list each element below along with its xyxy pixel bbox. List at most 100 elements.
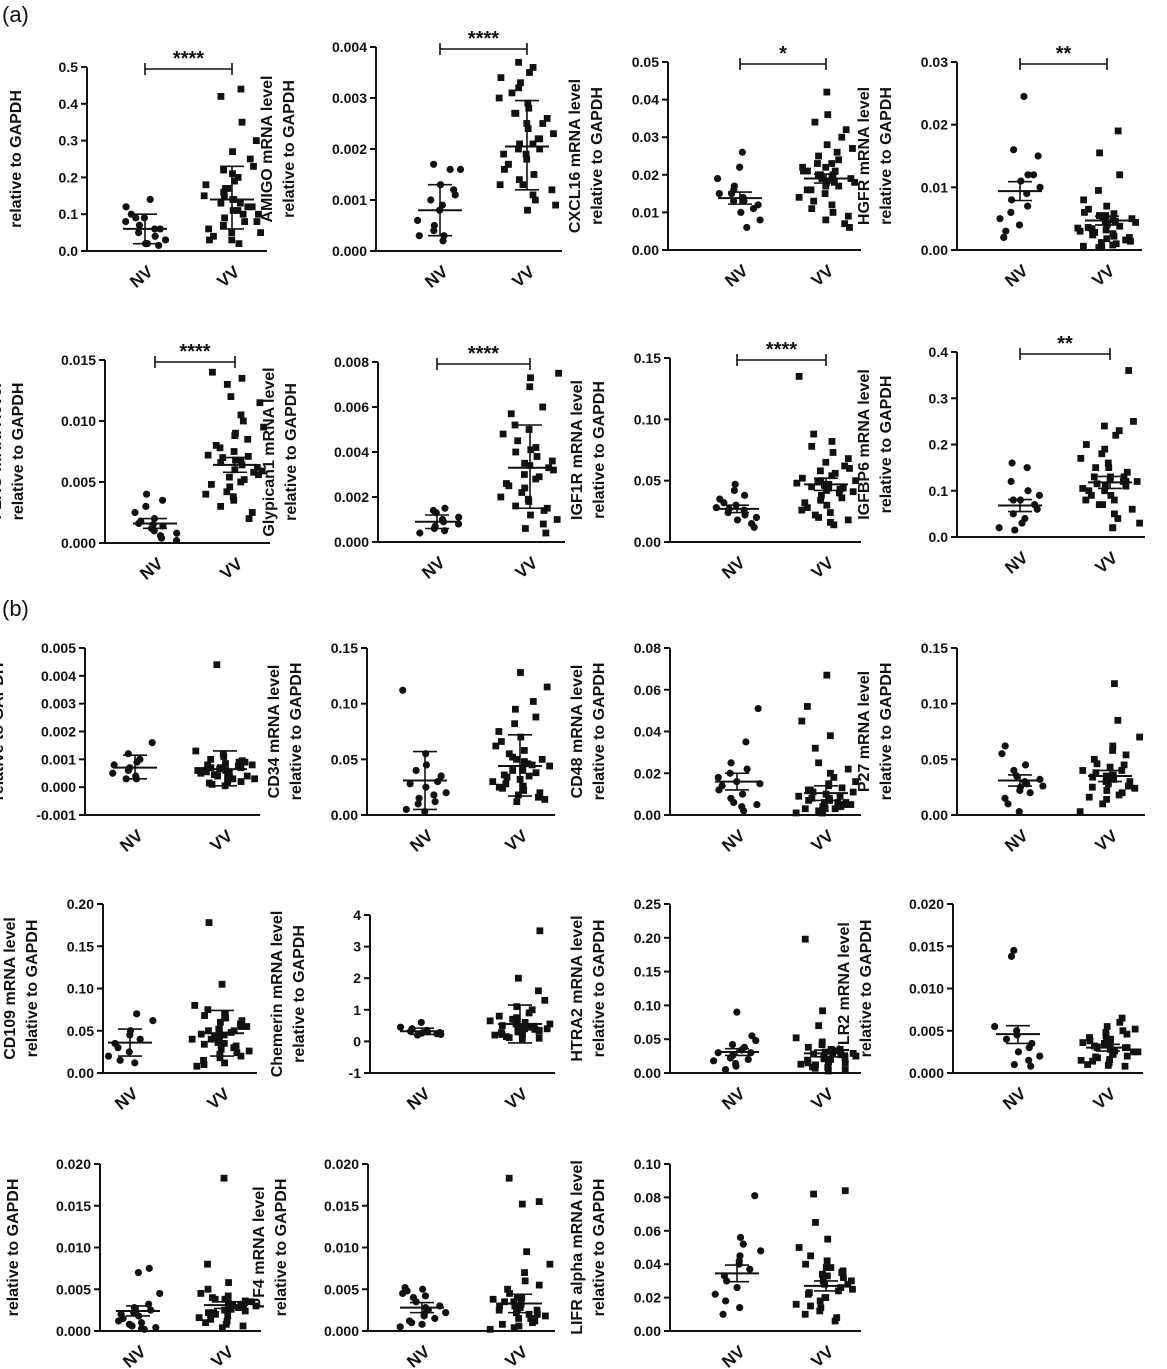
y-tick-label: 0.003: [41, 696, 76, 712]
vv-point: [223, 381, 231, 388]
y-tick-label: 0.000: [909, 1065, 944, 1081]
vv-point: [512, 705, 519, 713]
nv-point: [421, 1292, 430, 1300]
vv-point: [800, 167, 807, 175]
y-tick-label: 0.4: [59, 96, 79, 112]
vv-point: [497, 738, 505, 745]
vv-point: [816, 1297, 824, 1305]
nv-point: [415, 794, 423, 802]
vv-point: [1095, 244, 1103, 251]
vv-point: [1122, 482, 1130, 490]
y-tick-label: 0.001: [41, 751, 76, 767]
vv-point: [1109, 742, 1117, 750]
vv-point: [828, 472, 836, 480]
nv-point: [1025, 1044, 1033, 1052]
nv-point: [1010, 1060, 1018, 1069]
vv-point: [220, 192, 228, 200]
y-tick-label: 0.00: [634, 807, 661, 823]
vv-point: [835, 1287, 842, 1295]
y-tick-label: 0.005: [909, 1023, 944, 1039]
vv-point: [1136, 519, 1144, 527]
vv-point: [1082, 441, 1090, 448]
nv-point: [149, 1017, 157, 1025]
panel-label-a: (a): [2, 2, 29, 27]
nv-point: [109, 769, 117, 777]
vv-point: [217, 459, 225, 466]
nv-point: [739, 1240, 747, 1248]
vv-point: [516, 140, 523, 148]
vv-point: [1090, 473, 1098, 481]
vv-point: [553, 516, 561, 523]
vv-point: [539, 520, 547, 528]
nv-point: [1008, 459, 1016, 467]
nv-point: [437, 1030, 445, 1039]
nv-point: [744, 1055, 752, 1064]
y-tick-label: 0.2: [929, 437, 949, 453]
nv-point: [104, 1052, 113, 1060]
nv-point: [1004, 800, 1012, 808]
vv-point: [227, 393, 235, 400]
vv-point: [531, 196, 539, 204]
nv-point: [419, 1285, 427, 1293]
vv-point: [1093, 480, 1101, 488]
vv-point: [205, 225, 213, 233]
chart-5: 0.000 0.005 0.010 0.015 FLRG mRNA level relat…: [0, 341, 270, 584]
nv-point: [406, 780, 414, 788]
vv-point: [1114, 515, 1122, 522]
vv-point: [256, 399, 264, 407]
chart-3: 0.00 0.01 0.02 0.03 0.04 0.05 CXCL16 mRNA leve…: [567, 43, 861, 291]
y-axis-label: CD109 mRNA level: [2, 917, 19, 1060]
vv-point: [217, 503, 225, 510]
vv-point: [192, 747, 200, 755]
vv-point: [522, 150, 530, 158]
y-tick-label: 0.08: [634, 1189, 661, 1205]
y-tick-label: 0.003: [332, 90, 367, 106]
vv-point: [246, 155, 254, 163]
nv-point: [719, 1310, 727, 1318]
vv-point: [525, 772, 533, 780]
vv-point: [1077, 454, 1085, 462]
x-category-label: VV: [502, 1342, 532, 1369]
vv-point: [852, 477, 860, 485]
y-tick-label: 0.04: [632, 92, 659, 108]
chart-10: 0.00 0.05 0.10 0.15 CD34 mRNA level relative …: [266, 640, 555, 856]
vv-point: [527, 1315, 535, 1322]
nv-point: [420, 1312, 428, 1320]
vv-point: [513, 1003, 521, 1011]
vv-point: [1107, 491, 1115, 499]
nv-point: [412, 1298, 420, 1306]
nv-point: [408, 1319, 416, 1327]
vv-point: [519, 782, 527, 790]
vv-point: [532, 475, 540, 483]
nv-point: [134, 1268, 143, 1277]
chart-2: 0.000 0.001 0.002 0.003 0.004 AMIGO mRNA leve…: [259, 28, 562, 292]
nv-point: [1001, 742, 1009, 750]
vv-point: [841, 1187, 849, 1195]
nv-point: [122, 217, 130, 226]
vv-point: [814, 160, 821, 167]
vv-point: [535, 1026, 543, 1034]
vv-point: [518, 1294, 526, 1301]
vv-point: [1109, 241, 1117, 249]
nv-point: [413, 216, 422, 224]
nv-point: [715, 786, 723, 794]
vv-point: [1110, 496, 1118, 504]
x-category-label: NV: [718, 1083, 749, 1113]
vv-point: [509, 1015, 517, 1023]
vv-point: [834, 799, 842, 806]
vv-point: [803, 504, 811, 512]
y-tick-label: 0.04: [634, 724, 661, 740]
vv-point: [521, 1269, 528, 1276]
vv-point: [497, 493, 505, 501]
vv-point: [248, 1298, 255, 1306]
vv-point: [535, 1034, 543, 1042]
vv-point: [227, 1305, 235, 1313]
vv-point: [1079, 242, 1087, 250]
vv-point: [812, 1219, 819, 1226]
vv-point: [248, 203, 256, 211]
x-category-label: VV: [217, 554, 247, 584]
nv-point: [736, 1252, 744, 1260]
y-tick-label: 0.05: [331, 751, 358, 767]
chart-19: 0.00 0.02 0.04 0.06 0.08 0.10 LIFR alpha mRNA …: [569, 1156, 861, 1369]
vv-point: [252, 137, 260, 144]
